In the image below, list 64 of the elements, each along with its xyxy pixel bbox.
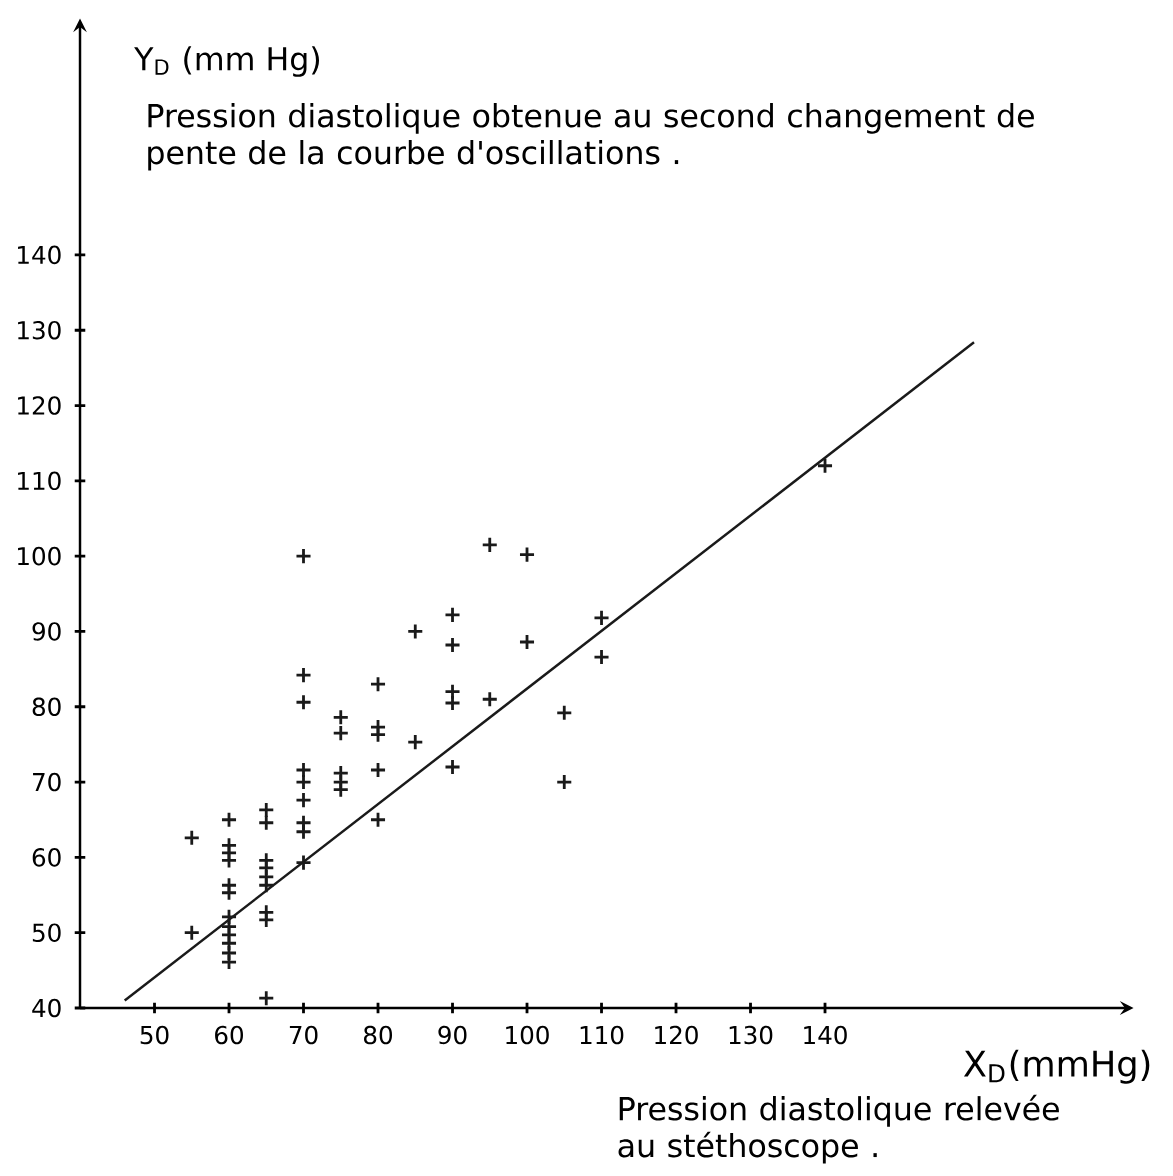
point [444,606,461,624]
point [406,733,424,751]
point [369,726,387,744]
point [481,536,499,554]
point [518,633,536,651]
point [220,884,238,902]
x-tick-label: 100 [506,1025,549,1045]
point [295,854,312,872]
annotation: Pression diastolique obtenue au second changement de pente de la courbe d'oscillations . [148,103,1034,171]
y-tick-label: 130 [18,320,61,340]
point [332,708,350,726]
point [183,829,201,847]
point [183,924,201,942]
point [444,758,461,776]
y-tick-label: 50 [32,923,61,942]
point [295,547,312,565]
point [444,636,461,654]
x-tick-label: 140 [804,1025,847,1045]
point [295,693,312,711]
point [257,801,275,819]
point [257,876,275,894]
x-tick-label: 80 [364,1025,392,1045]
x-tick-label: 90 [438,1025,467,1045]
y-tick-label: 100 [18,546,61,566]
point [481,690,499,708]
point [332,724,350,742]
y-tick-label: 40 [32,998,61,1018]
y-axis-title: Y$_{D}$ (mm Hg) [134,46,320,77]
point [257,911,275,929]
y-tick-label: 120 [18,396,61,415]
x-axis-title: X$_{D}$(mmHg) [963,1049,1150,1084]
text: Pression diastolique relevée au stéthoscope . [618,1094,1059,1164]
point [593,648,610,666]
point [593,609,610,627]
point [369,761,387,779]
point [518,546,536,564]
y-tick-label: 80 [32,697,61,717]
point [444,694,461,712]
point [369,675,387,693]
point [220,811,238,829]
y-tick-label: 90 [32,622,61,641]
point [816,457,834,475]
x-tick-label: 130 [729,1025,773,1045]
y-tick-label: 140 [18,245,61,265]
point [295,666,312,684]
point [295,791,312,809]
point [555,773,573,791]
point [295,773,312,791]
point [406,623,424,640]
x-tick-label: 60 [215,1025,243,1045]
x-tick-label: 110 [580,1025,624,1045]
x-tick-label: 120 [655,1025,698,1045]
point [220,953,238,971]
point [555,704,573,722]
y-tick-label: 70 [33,772,61,792]
point [332,781,350,799]
point [257,989,275,1007]
point [295,823,312,841]
point [257,814,275,832]
y-tick-label: 60 [32,848,61,867]
y-tick-label: 110 [18,471,61,491]
point [369,811,387,829]
x-tick-label: 70 [289,1025,318,1045]
x-tick-label: 50 [140,1025,169,1045]
